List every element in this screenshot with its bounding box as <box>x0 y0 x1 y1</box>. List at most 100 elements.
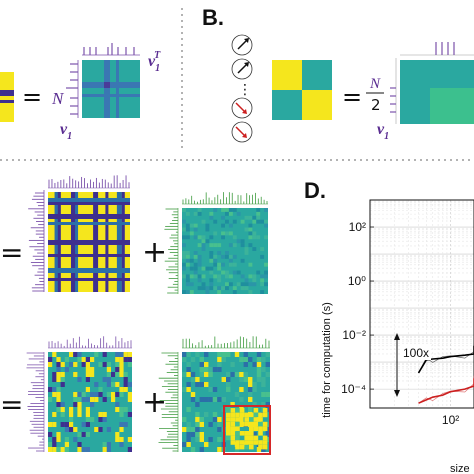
matrix-cell <box>189 282 194 287</box>
matrix-cell <box>235 440 240 445</box>
matrix-cell <box>248 392 253 397</box>
matrix-cell <box>258 444 263 450</box>
matrix-cell <box>77 377 82 382</box>
matrix-cell <box>182 235 186 240</box>
matrix-cell <box>77 407 82 412</box>
speedup-arrow-head-down-icon <box>394 390 400 397</box>
matrix-cell <box>102 397 107 402</box>
matrix-cell <box>248 382 253 387</box>
matrix-cell <box>182 357 187 362</box>
matrix-cell <box>201 239 206 244</box>
matrix-cell <box>197 258 202 263</box>
matrix-cell <box>239 444 245 450</box>
matrix-cell <box>209 243 214 248</box>
matrix-cell <box>182 251 186 255</box>
matrix-cell <box>185 282 190 287</box>
matrix-cell <box>225 231 229 236</box>
matrix-cell <box>264 235 268 240</box>
matrix-cell <box>182 219 186 224</box>
matrix-cell <box>236 270 241 275</box>
matrix-cell <box>236 211 241 216</box>
matrix-cell <box>64 442 69 447</box>
matrix-cell <box>240 258 245 263</box>
matrix-cell <box>186 437 191 442</box>
matrix-cell <box>197 243 202 248</box>
y-tick-labels: 10² 10⁰ 10⁻² 10⁻⁴ <box>341 220 374 396</box>
matrix-cell <box>195 417 200 422</box>
matrix-cell <box>73 437 78 442</box>
panel-c: = + = + <box>0 175 271 455</box>
matrix-cell <box>197 262 202 267</box>
matrix-cell <box>230 408 236 413</box>
y-tick-label: 10⁰ <box>348 274 366 288</box>
matrix-cell <box>106 367 111 372</box>
matrix-cell <box>209 251 214 255</box>
y-tick-label: 10⁻² <box>342 328 366 342</box>
matrix-cell <box>182 290 186 294</box>
panel-a-matrix-stripe <box>0 90 14 96</box>
matrix-cell <box>226 372 231 377</box>
matrix-cell <box>81 397 86 402</box>
matrix-cell <box>261 367 266 372</box>
matrix-cell <box>56 432 61 437</box>
matrix-cell <box>232 243 237 248</box>
matrix-cell <box>244 435 249 441</box>
matrix-cell <box>64 357 69 362</box>
matrix-cell <box>127 392 132 397</box>
matrix-cell <box>185 290 190 294</box>
matrix-cell <box>197 274 202 279</box>
matrix-cell <box>190 427 196 432</box>
matrix-cell <box>228 254 233 259</box>
matrix-cell <box>52 372 57 377</box>
matrix-cell <box>56 397 61 402</box>
matrix-cell <box>221 223 225 228</box>
matrix-cell <box>236 239 241 244</box>
matrix-cell <box>260 219 265 224</box>
spin-ellipsis: ⋮ <box>238 82 252 98</box>
matrix-cell <box>249 440 254 445</box>
matrix-cell <box>199 372 204 377</box>
matrix-cell <box>244 215 249 220</box>
matrix-cell <box>119 392 124 397</box>
matrix-cell <box>217 397 222 402</box>
matrix-cell <box>48 447 53 452</box>
matrix-cell <box>73 427 78 432</box>
matrix-cell <box>221 286 225 291</box>
matrix-cell <box>209 286 214 291</box>
matrix-cell <box>186 372 191 377</box>
matrix-cell <box>252 215 257 220</box>
matrix-cell <box>73 392 78 397</box>
matrix-cell <box>239 397 244 402</box>
y-tick-label: 10⁻⁴ <box>341 382 366 396</box>
matrix-cell <box>73 352 78 357</box>
matrix-cell <box>208 422 213 427</box>
matrix-cell <box>205 286 210 291</box>
matrix-cell <box>205 239 210 244</box>
matrix-cell <box>213 208 218 212</box>
matrix-cell <box>232 270 237 275</box>
matrix-cell <box>193 251 198 255</box>
matrix-cell <box>85 432 90 437</box>
matrix-cell <box>115 432 120 437</box>
matrix-cell <box>115 437 120 442</box>
matrix-cell <box>199 357 204 362</box>
matrix-cell <box>123 377 128 382</box>
matrix-cell <box>265 422 270 427</box>
x-axis-label: size <box>450 463 470 474</box>
matrix-cell <box>252 282 257 287</box>
matrix-cell <box>235 444 240 450</box>
matrix-cell <box>258 440 263 445</box>
matrix-cell <box>248 235 253 240</box>
matrix-cell <box>195 402 200 407</box>
matrix-cell <box>221 377 226 382</box>
matrix-cell <box>228 274 233 279</box>
spin-states <box>231 34 253 143</box>
matrix-cell <box>256 367 262 372</box>
matrix-cell <box>185 278 190 283</box>
matrix-cell <box>204 372 209 377</box>
matrix-cell <box>77 432 82 437</box>
matrix-row-stripe <box>48 240 130 245</box>
matrix-cell <box>98 427 103 432</box>
panel-a-left-vector-ticks <box>66 60 79 118</box>
matrix-cell <box>240 282 245 287</box>
